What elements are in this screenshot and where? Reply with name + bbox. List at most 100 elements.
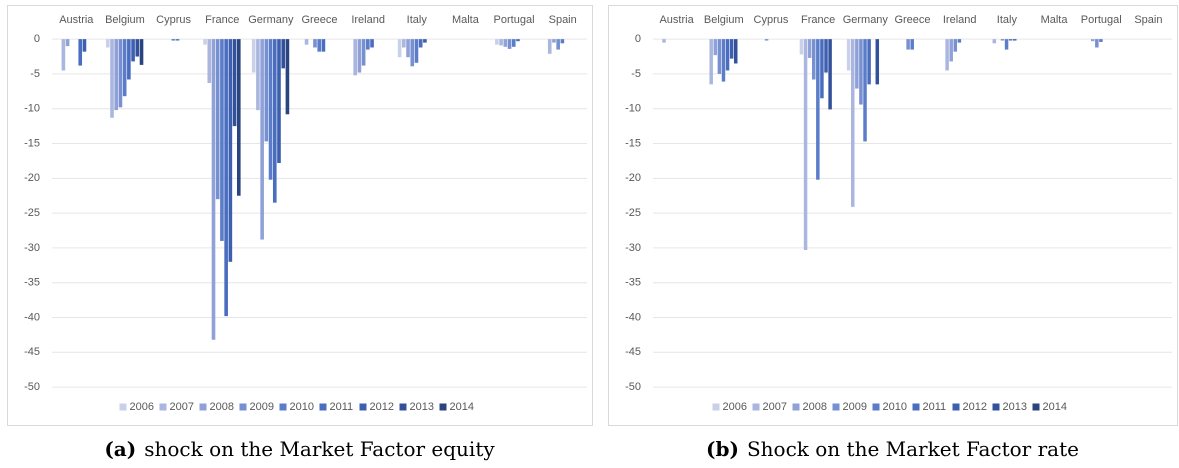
x-tick-label: Germany (248, 14, 294, 26)
bar (764, 39, 769, 41)
y-tick-label: -10 (625, 103, 641, 115)
bar (110, 39, 114, 118)
bar (215, 39, 220, 200)
legend-label: 2014 (1043, 401, 1067, 413)
bar (285, 39, 290, 115)
bar (560, 39, 565, 44)
bar (207, 39, 212, 83)
y-tick-label: -45 (625, 346, 641, 358)
bar (321, 39, 326, 52)
legend-label: 2011 (923, 401, 947, 413)
bar (846, 39, 851, 71)
legend-swatch (439, 403, 447, 411)
legend-swatch (159, 403, 167, 411)
legend-label: 2008 (803, 401, 827, 413)
legend-swatch (1032, 403, 1040, 411)
bar (828, 39, 832, 110)
bar (357, 39, 362, 73)
bar (1095, 39, 1099, 48)
caption-text: shock on the Market Factor equity (144, 437, 495, 461)
bar (353, 39, 357, 76)
bar (78, 39, 83, 66)
bar (547, 39, 552, 54)
bar (859, 39, 863, 105)
bar (556, 39, 560, 50)
legend-label: 2013 (410, 401, 434, 413)
x-tick-label: Belgium (105, 14, 145, 26)
bar (499, 39, 503, 46)
x-tick-label: Malta (1041, 14, 1069, 26)
bar (1099, 39, 1103, 42)
x-tick-label: Italy (997, 14, 1018, 26)
caption-label: (a) (104, 437, 136, 461)
y-tick-label: -20 (24, 172, 40, 184)
bar (236, 39, 241, 196)
legend-swatch (359, 403, 367, 411)
x-tick-label: Ireland (943, 14, 977, 26)
bar (61, 39, 66, 71)
legend-label: 2011 (330, 401, 354, 413)
x-tick-label: Austria (659, 14, 694, 26)
y-tick-label: -35 (625, 277, 641, 289)
bar (82, 39, 87, 52)
bar (118, 39, 123, 108)
y-tick-label: -50 (24, 381, 40, 393)
x-tick-label: Cyprus (754, 14, 789, 26)
bar (304, 39, 309, 45)
bar (105, 39, 110, 48)
legend-swatch (752, 403, 760, 411)
y-tick-label: 0 (635, 33, 641, 45)
bar (1000, 39, 1005, 41)
bar (366, 39, 370, 50)
bar (863, 39, 867, 142)
y-tick-label: -35 (24, 277, 40, 289)
bar (414, 39, 419, 63)
legend-swatch (832, 403, 840, 411)
x-tick-label: Cyprus (156, 14, 191, 26)
x-tick-label: Germany (843, 14, 889, 26)
legend-label: 2009 (250, 401, 274, 413)
bar (423, 39, 427, 43)
bar (232, 39, 237, 127)
x-tick-label: Ireland (351, 14, 385, 26)
bar (228, 39, 233, 262)
bar (949, 39, 953, 62)
bar (402, 39, 406, 48)
bar (803, 39, 808, 250)
legend-label: 2006 (130, 401, 154, 413)
bar (220, 39, 224, 241)
bar (733, 39, 738, 64)
bar (552, 39, 556, 43)
bar (851, 39, 855, 207)
bar (65, 39, 70, 47)
chart-frame (7, 5, 593, 426)
legend-label: 2008 (210, 401, 234, 413)
legend-swatch (239, 403, 247, 411)
legend-label: 2006 (723, 401, 747, 413)
bar (317, 39, 322, 52)
legend-swatch (952, 403, 960, 411)
x-tick-label: Austria (59, 14, 94, 26)
bar (268, 39, 273, 180)
legend-label: 2012 (963, 401, 987, 413)
legend-swatch (319, 403, 327, 411)
bar (251, 39, 256, 73)
bar (131, 39, 135, 62)
bar (910, 39, 914, 50)
y-tick-label: -15 (625, 137, 641, 149)
bar (211, 39, 216, 340)
legend-label: 2014 (450, 401, 474, 413)
legend-label: 2007 (763, 401, 787, 413)
bar (1012, 39, 1017, 41)
legend-label: 2009 (843, 401, 867, 413)
bar (953, 39, 958, 52)
bar (418, 39, 423, 48)
bar (256, 39, 260, 111)
bar (945, 39, 949, 71)
y-tick-label: -5 (30, 68, 40, 80)
bar (397, 39, 402, 58)
x-tick-label: France (205, 14, 239, 26)
x-tick-label: Spain (1134, 14, 1162, 26)
bar (875, 39, 880, 85)
bar (171, 39, 176, 41)
